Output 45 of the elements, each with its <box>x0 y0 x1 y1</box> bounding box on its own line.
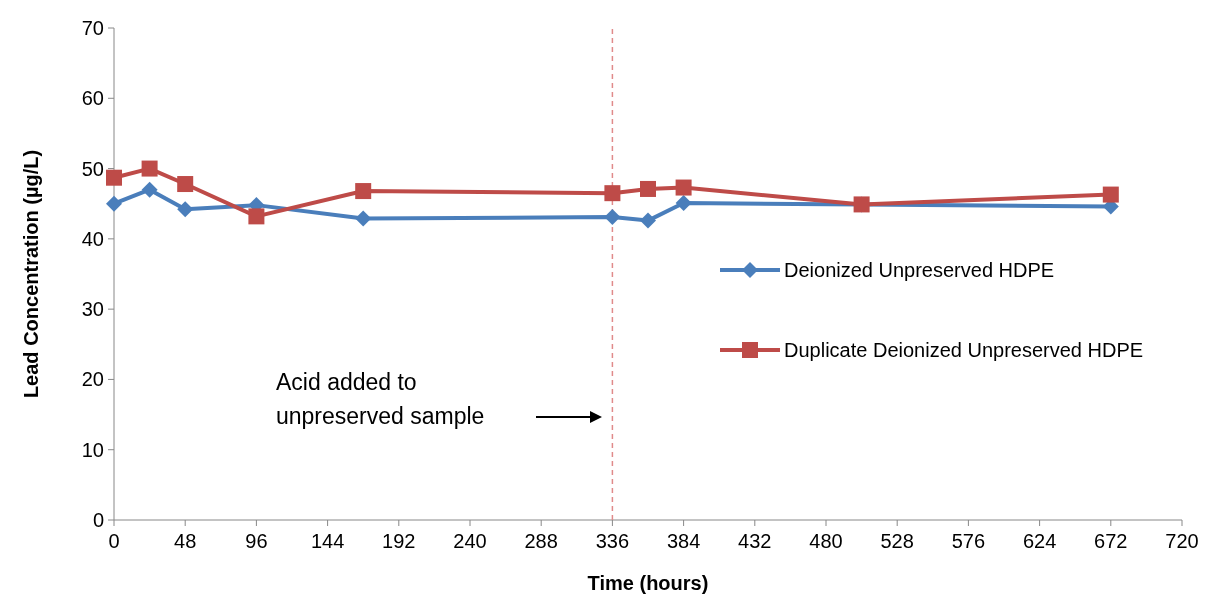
x-tick-label: 480 <box>809 530 843 552</box>
x-axis-title: Time (hours) <box>587 572 709 594</box>
point <box>640 180 656 197</box>
legend-label: Duplicate Deionized Unpreserved HDPE <box>784 339 1144 361</box>
annotation: Acid added to unpreserved sample <box>276 369 485 429</box>
y-tick-label: 70 <box>81 17 104 39</box>
y-tick-label: 60 <box>81 87 104 110</box>
y-tick-label: 20 <box>81 368 104 391</box>
y-axis-title: Lead Concentration (µg/L) <box>20 149 42 399</box>
point <box>355 210 372 227</box>
point <box>675 179 692 196</box>
x-tick-label: 528 <box>880 530 914 552</box>
point <box>177 176 194 193</box>
x-tick-label: 576 <box>951 530 986 552</box>
point <box>248 208 265 225</box>
x-tick-label: 672 <box>1094 530 1128 552</box>
x-tick-label: 192 <box>382 530 416 552</box>
x-tick-label: 48 <box>174 530 197 552</box>
y-tick-label: 10 <box>81 438 104 461</box>
point <box>640 212 656 229</box>
x-tick-label: 624 <box>1022 530 1057 552</box>
x-tick-label: 432 <box>738 530 772 552</box>
x-tick-label: 240 <box>453 530 487 552</box>
point <box>355 183 372 200</box>
point <box>106 195 122 212</box>
y-tick-label: 50 <box>81 157 104 180</box>
x-tick-label: 96 <box>245 530 268 552</box>
legend-label: Deionized Unpreserved HDPE <box>784 259 1055 281</box>
point <box>1102 186 1119 203</box>
x-tick-label: 336 <box>595 530 630 552</box>
point <box>604 209 621 226</box>
point <box>141 181 158 198</box>
x-tick-label: 288 <box>524 530 558 552</box>
x-tick-label: 384 <box>666 530 701 552</box>
point <box>177 201 194 218</box>
y-tick-label: 0 <box>92 509 104 531</box>
point <box>604 185 621 202</box>
x-tick-label: 144 <box>310 530 345 552</box>
point <box>106 169 122 186</box>
y-tick-label: 40 <box>81 227 104 250</box>
point <box>675 195 692 212</box>
x-tick-label: 0 <box>108 530 120 552</box>
point <box>141 160 158 177</box>
y-tick-label: 30 <box>81 298 104 321</box>
x-tick-label: 720 <box>1165 530 1199 552</box>
